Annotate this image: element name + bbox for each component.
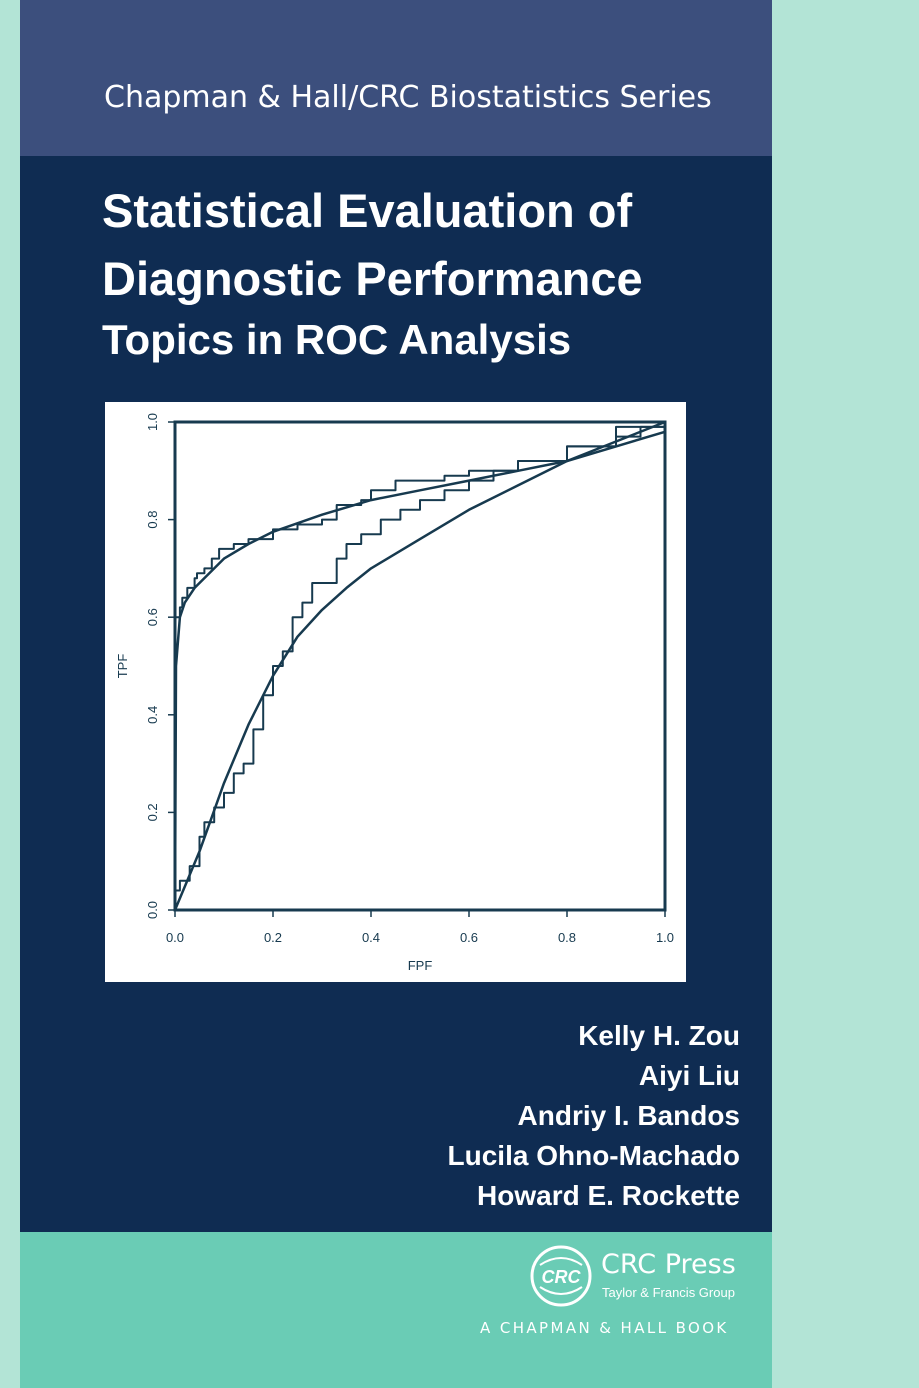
author-name: Andriy I. Bandos — [517, 1100, 740, 1131]
y-tick-label: 0.4 — [145, 706, 160, 724]
y-tick-label: 1.0 — [145, 413, 160, 431]
author-name: Aiyi Liu — [638, 1060, 740, 1091]
x-tick-label: 0.0 — [166, 930, 184, 945]
author-name: Howard E. Rockette — [477, 1180, 740, 1211]
roc-chart: 0.0 0.2 0.4 0.6 0.8 1.0 0.0 0.2 0.4 0.6 0.8 1.0 FP… — [115, 413, 674, 973]
smooth-roc-curve — [173, 420, 666, 911]
y-tick-label: 0.6 — [145, 608, 160, 626]
author-name: Lucila Ohno-Machado — [447, 1140, 740, 1171]
crc-press-logo: CRC — [530, 1245, 592, 1307]
y-axis: 0.0 0.2 0.4 0.6 0.8 1.0 — [145, 413, 175, 919]
book-title-line-1: Statistical Evaluation of — [102, 184, 633, 237]
y-axis-label: TPF — [115, 654, 130, 679]
roc-curves — [173, 420, 666, 911]
author-name: Kelly H. Zou — [578, 1020, 740, 1051]
publisher-band: CRC CRC Press Taylor & Francis Group A C… — [20, 1232, 772, 1388]
roc-figure: 0.0 0.2 0.4 0.6 0.8 1.0 0.0 0.2 0.4 0.6 0.8 1.0 FP… — [105, 402, 686, 982]
book-cover: Chapman & Hall/CRC Biostatistics Series … — [20, 0, 772, 1388]
x-tick-label: 0.4 — [362, 930, 380, 945]
x-axis: 0.0 0.2 0.4 0.6 0.8 1.0 — [166, 910, 674, 945]
x-tick-label: 0.6 — [460, 930, 478, 945]
y-tick-label: 0.0 — [145, 901, 160, 919]
publisher-group: Taylor & Francis Group — [602, 1285, 735, 1300]
svg-text:CRC: CRC — [542, 1267, 582, 1287]
series-band: Chapman & Hall/CRC Biostatistics Series — [20, 0, 772, 156]
smooth-roc-curve — [173, 430, 666, 911]
x-tick-label: 0.8 — [558, 930, 576, 945]
y-tick-label: 0.8 — [145, 511, 160, 529]
plot-frame — [173, 420, 667, 912]
book-title-line-2: Diagnostic Performance — [102, 252, 643, 305]
imprint-label: A CHAPMAN & HALL BOOK — [480, 1319, 729, 1337]
author-list: Kelly H. Zou Aiyi Liu Andriy I. Bandos L… — [448, 1016, 740, 1216]
book-subtitle: Topics in ROC Analysis — [102, 316, 572, 363]
x-tick-label: 0.2 — [264, 930, 282, 945]
y-tick-label: 0.2 — [145, 803, 160, 821]
x-axis-label: FPF — [408, 958, 433, 973]
series-title: Chapman & Hall/CRC Biostatistics Series — [104, 80, 712, 115]
empirical-roc-curve — [174, 425, 665, 910]
x-tick-label: 1.0 — [656, 930, 674, 945]
publisher-name: CRC Press — [601, 1249, 736, 1280]
